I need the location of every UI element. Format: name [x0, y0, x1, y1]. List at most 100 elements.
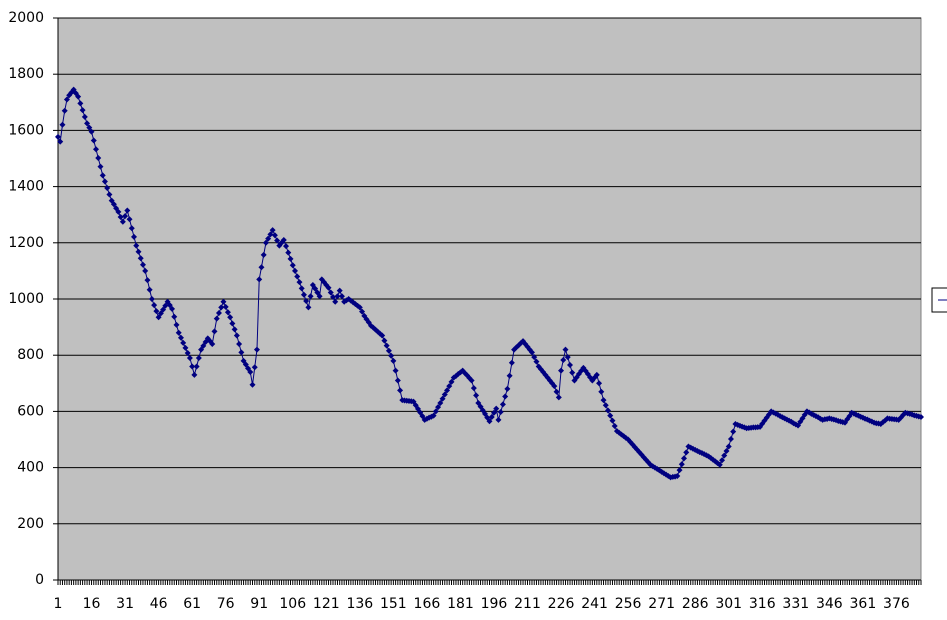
marker: [674, 473, 681, 480]
marker: [101, 178, 108, 185]
marker: [329, 294, 336, 301]
marker: [359, 308, 366, 315]
x-tick-label: 361: [850, 596, 877, 612]
marker: [564, 354, 571, 361]
marker: [473, 392, 480, 399]
marker: [77, 100, 84, 107]
marker: [593, 371, 600, 378]
y-tick-label: 0: [35, 572, 44, 588]
marker: [303, 297, 310, 304]
x-tick-label: 346: [816, 596, 843, 612]
marker: [719, 457, 726, 464]
marker: [135, 248, 142, 255]
y-tick-label: 200: [17, 516, 44, 532]
marker: [560, 356, 567, 363]
marker: [502, 393, 509, 400]
marker: [300, 291, 307, 298]
marker: [730, 428, 737, 435]
marker: [184, 349, 191, 356]
x-tick-label: 106: [279, 596, 306, 612]
marker: [256, 276, 263, 283]
marker: [63, 96, 70, 103]
marker: [224, 309, 231, 316]
marker: [267, 231, 274, 238]
marker: [356, 304, 363, 311]
marker: [209, 340, 216, 347]
marker: [59, 121, 66, 128]
marker: [432, 408, 439, 415]
marker: [283, 243, 290, 250]
marker: [171, 313, 178, 320]
marker: [291, 267, 298, 274]
marker: [285, 249, 292, 256]
marker: [676, 467, 683, 474]
marker: [723, 448, 730, 455]
marker: [531, 354, 538, 361]
marker: [215, 310, 222, 317]
marker: [435, 404, 442, 411]
marker: [151, 302, 158, 309]
marker: [397, 387, 404, 394]
marker: [444, 387, 451, 394]
marker: [222, 303, 229, 310]
marker: [160, 306, 167, 313]
marker: [555, 394, 562, 401]
marker: [551, 383, 558, 390]
marker: [148, 296, 155, 302]
y-tick-label: 1600: [8, 122, 44, 138]
marker: [122, 213, 129, 220]
marker: [316, 293, 323, 300]
marker: [180, 339, 187, 346]
marker: [110, 201, 117, 208]
marker: [115, 208, 122, 215]
marker: [162, 302, 169, 309]
marker: [57, 138, 64, 145]
marker: [441, 391, 448, 398]
marker: [307, 293, 314, 300]
x-tick-label: 331: [782, 596, 809, 612]
marker: [305, 304, 312, 311]
marker: [499, 401, 506, 408]
marker: [604, 407, 611, 414]
x-tick-label: 301: [715, 596, 742, 612]
x-tick-label: 181: [447, 596, 474, 612]
marker: [607, 412, 614, 419]
marker: [95, 154, 102, 161]
marker: [289, 262, 296, 269]
legend: [931, 287, 947, 313]
marker: [177, 334, 184, 341]
marker: [189, 363, 196, 370]
marker: [269, 227, 276, 234]
marker: [220, 298, 227, 305]
x-tick-label: 241: [581, 596, 608, 612]
marker: [338, 293, 345, 300]
marker: [681, 455, 688, 462]
marker: [99, 172, 106, 179]
marker: [119, 218, 126, 225]
marker: [144, 277, 151, 284]
marker: [247, 369, 254, 376]
marker: [253, 346, 260, 353]
x-tick-label: 271: [648, 596, 675, 612]
x-tick-label: 61: [183, 596, 201, 612]
marker: [470, 385, 477, 392]
marker: [193, 363, 200, 370]
marker: [88, 128, 95, 135]
y-tick-label: 1000: [8, 291, 44, 307]
marker: [124, 207, 131, 214]
marker: [175, 329, 182, 336]
marker: [86, 124, 93, 131]
marker: [727, 435, 734, 442]
marker: [566, 362, 573, 369]
marker: [600, 397, 607, 404]
marker: [383, 342, 390, 349]
marker: [280, 236, 287, 243]
marker: [437, 399, 444, 406]
y-tick-label: 600: [17, 403, 44, 419]
marker: [392, 367, 399, 374]
marker: [238, 349, 245, 356]
marker: [448, 378, 455, 385]
marker: [133, 242, 140, 249]
marker: [562, 346, 569, 353]
marker: [394, 377, 401, 384]
